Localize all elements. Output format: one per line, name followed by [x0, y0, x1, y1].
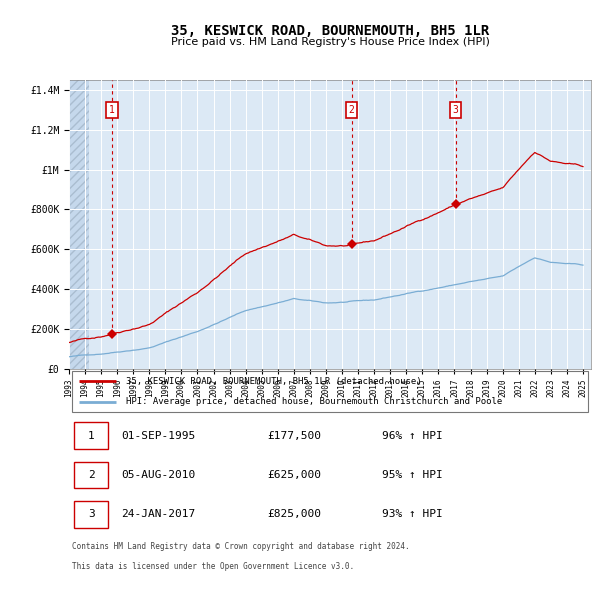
Text: HPI: Average price, detached house, Bournemouth Christchurch and Poole: HPI: Average price, detached house, Bour… [127, 397, 503, 407]
Text: 3: 3 [452, 105, 458, 115]
Text: 2: 2 [349, 105, 355, 115]
Text: 1: 1 [88, 431, 95, 441]
Bar [74, 501, 108, 527]
Bar [69, 80, 89, 369]
Text: This data is licensed under the Open Government Licence v3.0.: This data is licensed under the Open Gov… [71, 562, 354, 571]
Text: 1: 1 [109, 105, 115, 115]
Bar [74, 461, 108, 489]
Text: Contains HM Land Registry data © Crown copyright and database right 2024.: Contains HM Land Registry data © Crown c… [71, 542, 409, 551]
Bar [74, 422, 108, 450]
Text: 93% ↑ HPI: 93% ↑ HPI [382, 509, 443, 519]
Text: 35, KESWICK ROAD, BOURNEMOUTH, BH5 1LR (detached house): 35, KESWICK ROAD, BOURNEMOUTH, BH5 1LR (… [127, 377, 422, 386]
Text: £825,000: £825,000 [268, 509, 322, 519]
Text: 96% ↑ HPI: 96% ↑ HPI [382, 431, 443, 441]
Text: £625,000: £625,000 [268, 470, 322, 480]
Text: 01-SEP-1995: 01-SEP-1995 [121, 431, 196, 441]
Text: 35, KESWICK ROAD, BOURNEMOUTH, BH5 1LR: 35, KESWICK ROAD, BOURNEMOUTH, BH5 1LR [171, 24, 489, 38]
Text: 3: 3 [88, 509, 95, 519]
Text: 2: 2 [88, 470, 95, 480]
Text: 24-JAN-2017: 24-JAN-2017 [121, 509, 196, 519]
Text: Price paid vs. HM Land Registry's House Price Index (HPI): Price paid vs. HM Land Registry's House … [170, 37, 490, 47]
Text: 95% ↑ HPI: 95% ↑ HPI [382, 470, 443, 480]
Text: £177,500: £177,500 [268, 431, 322, 441]
Text: 05-AUG-2010: 05-AUG-2010 [121, 470, 196, 480]
